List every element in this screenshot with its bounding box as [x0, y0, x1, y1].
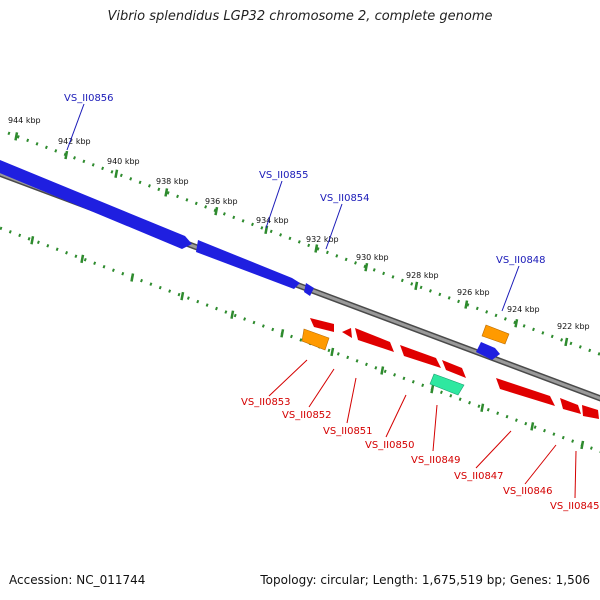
- outer-major-tick: [114, 169, 119, 178]
- gene-vs-ii0852[interactable]: [342, 328, 352, 338]
- outer-major-tick: [364, 262, 369, 272]
- leader-vs-ii0853: [268, 359, 308, 397]
- tick-label-932: 932 kbp: [306, 235, 339, 244]
- gene-vs-ii0850b[interactable]: [442, 360, 466, 378]
- major-ticks: [14, 132, 585, 450]
- gene-vs-ii0850[interactable]: [400, 345, 441, 368]
- tick-labels: 944 kbp 942 kbp 940 kbp 938 kbp 936 kbp …: [8, 116, 590, 331]
- gene-vs-ii0856[interactable]: [0, 158, 192, 249]
- map-title: Vibrio splendidus LGP32 chromosome 2, co…: [107, 9, 493, 24]
- label-vs-ii0854[interactable]: VS_II0854: [320, 193, 370, 204]
- tick-label-922: 922 kbp: [557, 322, 590, 331]
- tick-label-930: 930 kbp: [356, 253, 389, 262]
- leader-vs-ii0851: [346, 377, 357, 424]
- tick-label-934: 934 kbp: [256, 216, 289, 225]
- forward-gene-labels: VS_II0856 VS_II0855 VS_II0854 VS_II0848: [64, 93, 546, 266]
- outer-major-tick: [464, 300, 469, 309]
- inner-major-tick: [430, 384, 435, 394]
- forward-label-leaders: [66, 103, 520, 312]
- leader-vs-ii0854: [325, 203, 343, 250]
- inner-major-tick: [330, 347, 335, 357]
- outer-tick-track: [7, 131, 600, 356]
- tick-label-938: 938 kbp: [156, 177, 189, 186]
- reverse-label-leaders: [268, 359, 577, 499]
- outer-major-tick: [414, 281, 419, 291]
- outer-major-tick: [514, 319, 519, 328]
- inner-major-tick: [30, 236, 35, 245]
- gene-vs-ii0851[interactable]: [355, 328, 394, 352]
- gene-vs-ii0855[interactable]: [196, 240, 300, 289]
- inner-major-tick: [130, 273, 135, 282]
- tick-label-924: 924 kbp: [507, 305, 540, 314]
- inner-major-tick: [230, 310, 235, 319]
- outer-major-tick: [214, 206, 219, 216]
- pseudo-gene-left[interactable]: [301, 328, 330, 351]
- outer-major-tick: [164, 188, 169, 197]
- leader-vs-ii0846: [524, 444, 557, 485]
- gene-vs-ii0847[interactable]: [496, 378, 555, 406]
- pseudo-gene-right[interactable]: [481, 324, 510, 345]
- inner-major-tick: [80, 254, 85, 264]
- reverse-strand-genes: [310, 318, 599, 419]
- tick-label-942: 942 kbp: [58, 137, 91, 146]
- leader-vs-ii0848: [501, 265, 520, 312]
- gene-vs-ii0853[interactable]: [310, 318, 334, 332]
- genome-summary-text: Topology: circular; Length: 1,675,519 bp…: [260, 573, 590, 587]
- label-vs-ii0849[interactable]: VS_II0849: [411, 455, 461, 466]
- label-vs-ii0845[interactable]: VS_II0845: [550, 501, 600, 512]
- outer-major-tick: [64, 150, 69, 160]
- tick-label-940: 940 kbp: [107, 157, 140, 166]
- gene-vs-ii0845[interactable]: [582, 405, 599, 419]
- label-vs-ii0856[interactable]: VS_II0856: [64, 93, 114, 104]
- outer-major-tick: [564, 337, 569, 347]
- leader-vs-ii0845: [574, 450, 577, 499]
- label-vs-ii0851[interactable]: VS_II0851: [323, 426, 373, 437]
- inner-major-tick: [180, 291, 185, 301]
- tick-label-936: 936 kbp: [205, 197, 238, 206]
- label-vs-ii0853[interactable]: VS_II0853: [241, 397, 291, 408]
- inner-major-tick: [380, 366, 385, 375]
- leader-vs-ii0856: [66, 103, 85, 151]
- gene-vs-ii0846[interactable]: [560, 398, 581, 414]
- forward-strand-genes: [0, 158, 500, 360]
- outer-major-tick: [14, 132, 19, 141]
- inner-major-tick: [580, 440, 585, 450]
- leader-vs-ii0855: [265, 180, 283, 229]
- tick-label-926: 926 kbp: [457, 288, 490, 297]
- label-vs-ii0850[interactable]: VS_II0850: [365, 440, 415, 451]
- leader-vs-ii0847: [475, 430, 512, 469]
- leader-vs-ii0849: [432, 404, 438, 452]
- leader-vs-ii0850: [385, 394, 407, 438]
- label-vs-ii0852[interactable]: VS_II0852: [282, 410, 332, 421]
- gene-vs-ii0854[interactable]: [304, 283, 314, 296]
- label-vs-ii0846[interactable]: VS_II0846: [503, 486, 553, 497]
- outer-major-tick: [314, 244, 319, 253]
- label-vs-ii0855[interactable]: VS_II0855: [259, 170, 309, 181]
- leader-vs-ii0852: [308, 368, 335, 408]
- gene-vs-ii0848[interactable]: [476, 342, 500, 360]
- pseudo-genes: [301, 324, 510, 351]
- label-vs-ii0847[interactable]: VS_II0847: [454, 471, 504, 482]
- inner-major-tick: [280, 329, 285, 338]
- reverse-gene-labels: VS_II0853 VS_II0852 VS_II0851 VS_II0850 …: [241, 397, 600, 512]
- tick-label-944: 944 kbp: [8, 116, 41, 125]
- accession-text: Accession: NC_011744: [9, 573, 146, 587]
- inner-major-tick: [480, 403, 485, 412]
- tick-label-928: 928 kbp: [406, 271, 439, 280]
- inner-major-tick: [530, 422, 535, 431]
- label-vs-ii0848[interactable]: VS_II0848: [496, 255, 546, 266]
- gene-vs-ii0849[interactable]: [429, 373, 465, 396]
